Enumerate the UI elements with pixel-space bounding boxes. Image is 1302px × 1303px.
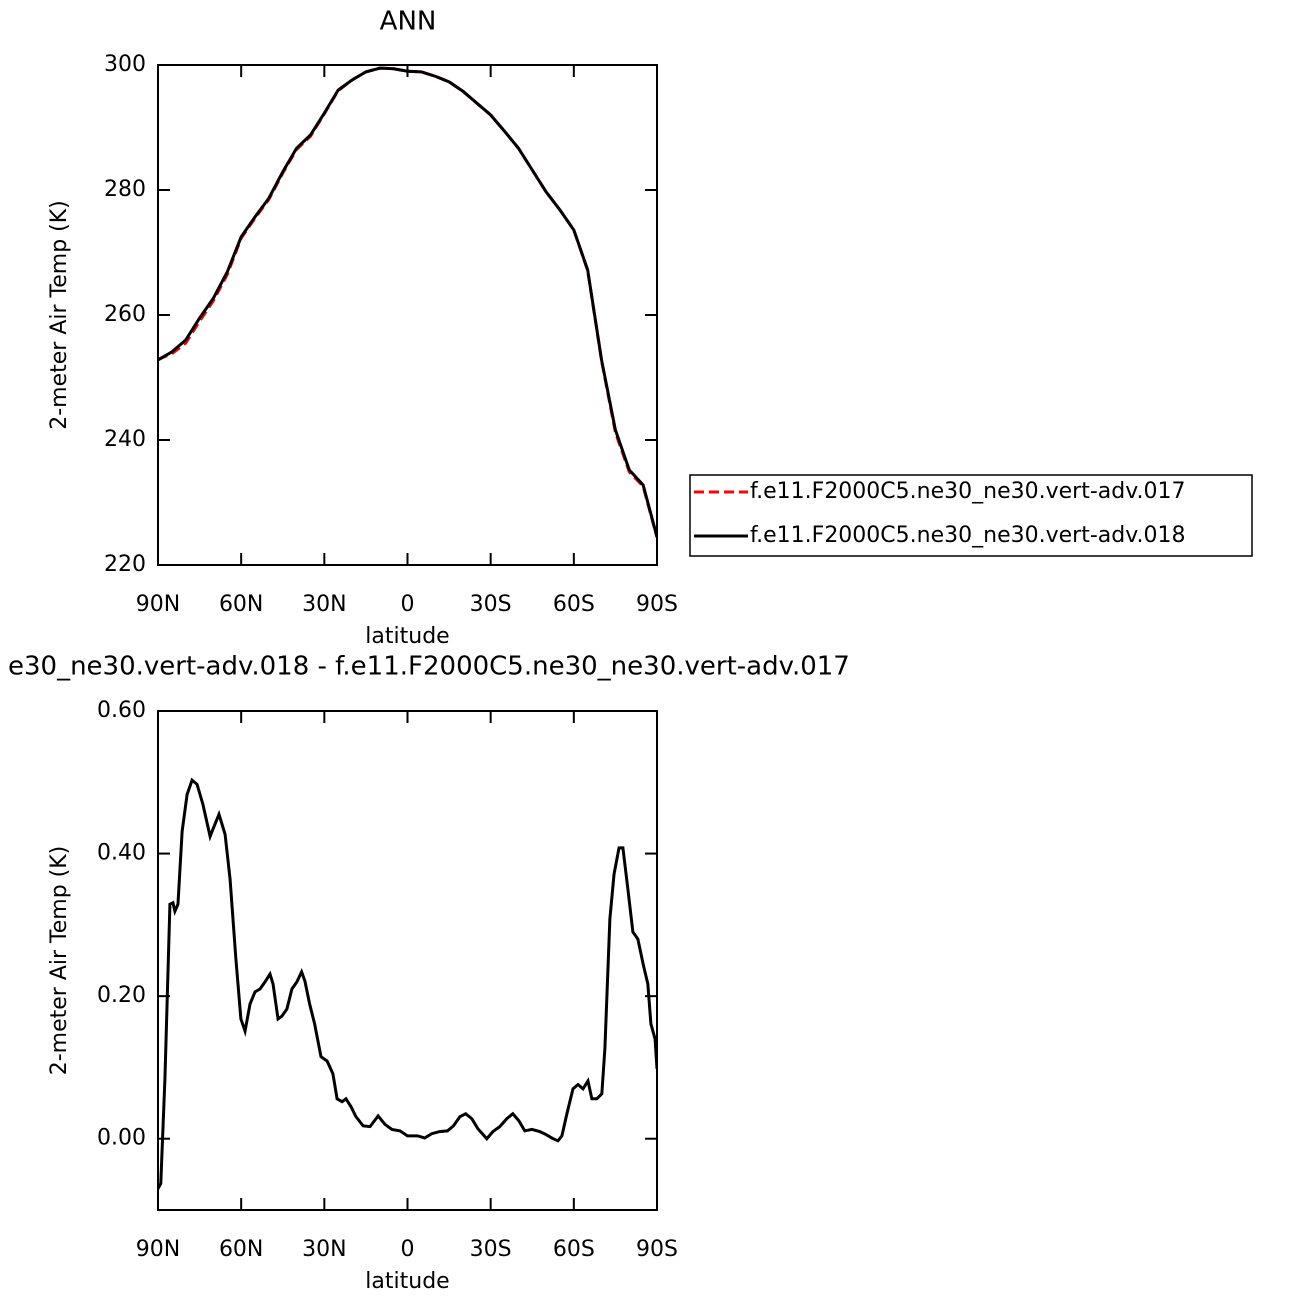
y-tick-label: 280 <box>104 177 146 202</box>
x-axis-label: latitude <box>365 624 449 649</box>
series-line <box>158 777 657 1190</box>
legend-box <box>689 474 1253 557</box>
series-line <box>158 66 657 538</box>
x-tick-label: 30S <box>470 1237 512 1262</box>
y-tick-label: 260 <box>104 302 146 327</box>
y-tick-label: 0.20 <box>97 983 146 1008</box>
x-tick-label: 30N <box>302 1237 346 1262</box>
x-tick-label: 60N <box>219 592 263 617</box>
y-tick-label: 240 <box>104 427 146 452</box>
legend-label: f.e11.F2000C5.ne30_ne30.vert-adv.018 <box>750 523 1186 548</box>
chart-title: ANN <box>380 7 437 37</box>
x-tick-label: 0 <box>401 1237 415 1262</box>
x-tick-label: 60S <box>553 592 595 617</box>
x-tick-label: 0 <box>401 592 415 617</box>
legend-label: f.e11.F2000C5.ne30_ne30.vert-adv.017 <box>750 479 1186 504</box>
y-tick-label: 300 <box>104 52 146 77</box>
y-tick-label: 0.00 <box>97 1126 146 1151</box>
x-tick-label: 90S <box>636 592 678 617</box>
x-tick-label: 30N <box>302 592 346 617</box>
x-tick-label: 90N <box>136 592 180 617</box>
plot-frame <box>157 710 658 1211</box>
series-line <box>158 66 657 538</box>
x-tick-label: 90N <box>136 1237 180 1262</box>
x-tick-label: 90S <box>636 1237 678 1262</box>
y-axis-label: 2-meter Air Temp (K) <box>47 846 72 1076</box>
plot-frame <box>157 64 658 566</box>
x-tick-label: 60N <box>219 1237 263 1262</box>
x-tick-label: 30S <box>470 592 512 617</box>
x-tick-label: 60S <box>553 1237 595 1262</box>
y-tick-label: 0.60 <box>97 698 146 723</box>
chart-title: e30_ne30.vert-adv.018 - f.e11.F2000C5.ne… <box>8 652 850 682</box>
y-tick-label: 220 <box>104 552 146 577</box>
x-axis-label: latitude <box>365 1269 449 1294</box>
y-axis-label: 2-meter Air Temp (K) <box>47 200 72 430</box>
y-tick-label: 0.40 <box>97 841 146 866</box>
